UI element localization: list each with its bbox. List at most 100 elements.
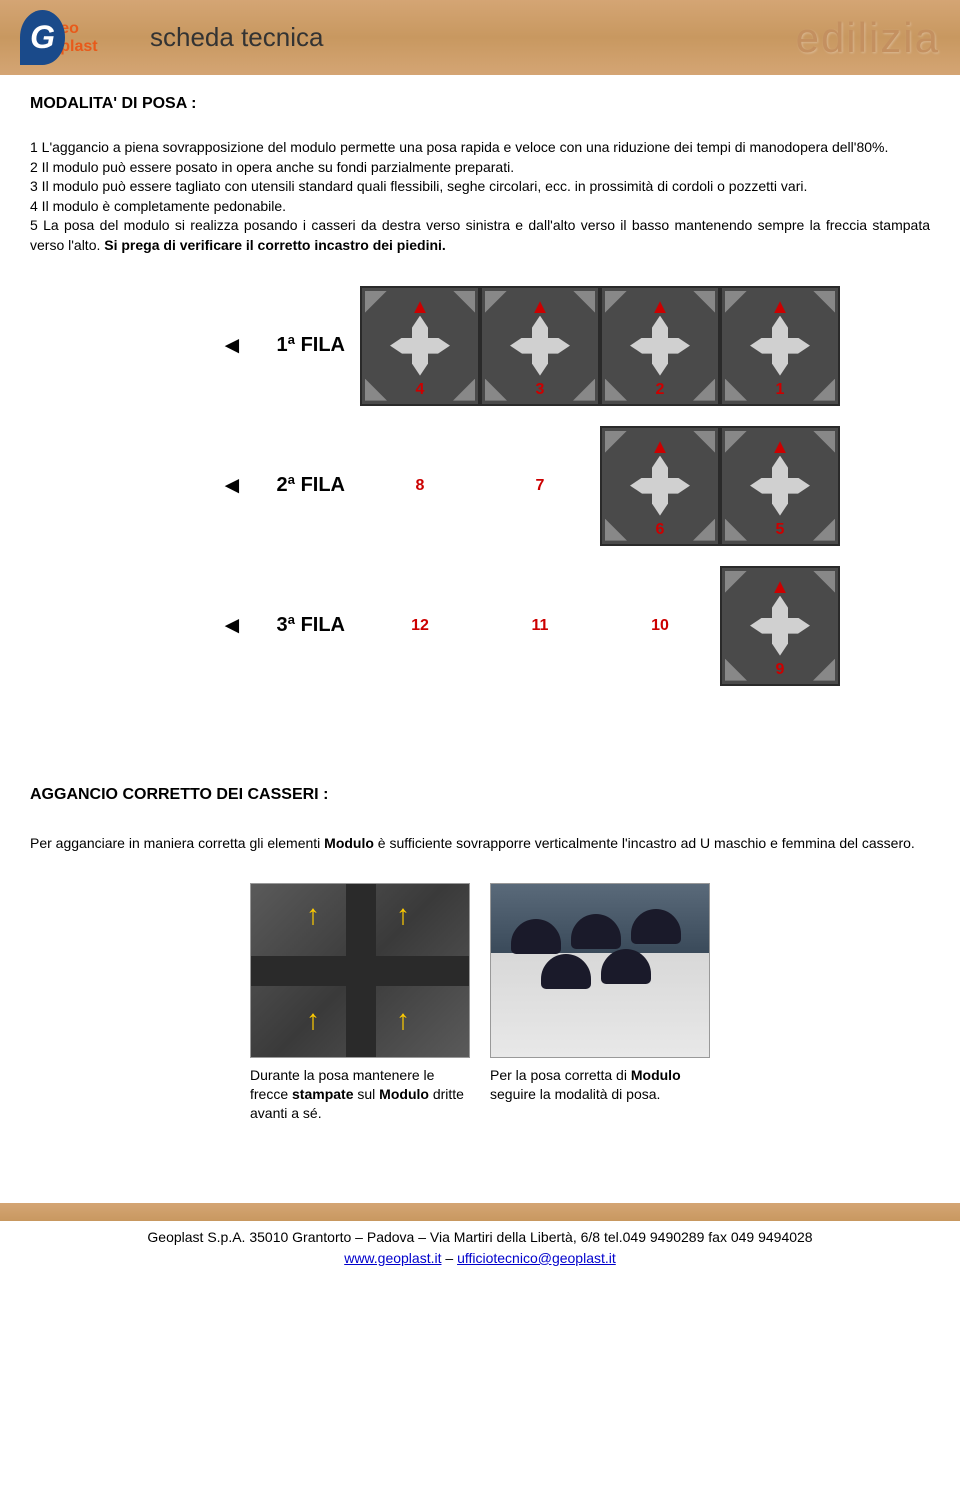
modules-wrap: ▲4▲3▲2▲1 <box>360 286 840 406</box>
module: ▲5 <box>720 426 840 546</box>
cap1-b2: Modulo <box>379 1086 429 1102</box>
module-number: 7 <box>536 477 545 495</box>
footer-link-2[interactable]: ufficiotecnico@geoplast.it <box>457 1250 616 1266</box>
cap1-b1: stampate <box>292 1086 353 1102</box>
footer-line1: Geoplast S.p.A. 35010 Grantorto – Padova… <box>147 1229 812 1245</box>
corner-triangle <box>813 571 835 593</box>
module-placeholder: 10 <box>600 566 720 686</box>
module-arrow-icon: ▲ <box>770 436 790 459</box>
intro-bold: Modulo <box>324 835 374 851</box>
corner-triangle <box>725 431 747 453</box>
yellow-arrow-icon: ↑ <box>396 1004 410 1036</box>
corner-triangle <box>813 431 835 453</box>
modules-wrap: 121110▲9 <box>360 566 840 686</box>
section2-intro: Per agganciare in maniera corretta gli e… <box>30 834 930 854</box>
diagram-row: ◄1ª FILA▲4▲3▲2▲1 <box>120 286 840 406</box>
logo-sub: eo plast <box>60 20 110 56</box>
photo2-surface <box>491 884 709 1057</box>
corner-triangle <box>693 519 715 541</box>
module: ▲9 <box>720 566 840 686</box>
module: ▲6 <box>600 426 720 546</box>
intro-post: è sufficiente sovrapporre verticalmente … <box>374 835 915 851</box>
module-number: 11 <box>532 617 549 635</box>
corner-triangle <box>813 291 835 313</box>
corner-triangle <box>605 379 627 401</box>
module-arrow-icon: ▲ <box>410 296 430 319</box>
corner-triangle <box>725 519 747 541</box>
module-placeholder: 8 <box>360 426 480 546</box>
corner-triangle <box>573 291 595 313</box>
module-number: 3 <box>536 381 545 399</box>
row-label: 3ª FILA <box>255 614 345 637</box>
corner-triangle <box>813 379 835 401</box>
module-arrow-icon: ▲ <box>650 296 670 319</box>
module-placeholder: 7 <box>480 426 600 546</box>
module-number: 12 <box>411 617 429 635</box>
corner-triangle <box>813 519 835 541</box>
dome-shape <box>601 949 651 984</box>
corner-triangle <box>605 431 627 453</box>
header-banner: G eo plast scheda tecnica edilizia <box>0 0 960 75</box>
logo: G eo plast <box>20 10 110 65</box>
module-number: 10 <box>651 617 669 635</box>
corner-triangle <box>453 379 475 401</box>
cap1-mid: sul <box>353 1086 379 1102</box>
module: ▲4 <box>360 286 480 406</box>
yellow-arrow-icon: ↑ <box>396 899 410 931</box>
corner-triangle <box>485 379 507 401</box>
photo-2 <box>490 883 710 1058</box>
module: ▲1 <box>720 286 840 406</box>
module-number: 9 <box>776 661 785 679</box>
photo1-surface: ↑ ↑ ↑ ↑ <box>251 884 469 1057</box>
corner-triangle <box>725 291 747 313</box>
module-arrow-icon: ▲ <box>770 576 790 599</box>
module-arrow-icon: ▲ <box>530 296 550 319</box>
corner-triangle <box>453 291 475 313</box>
dome-shape <box>571 914 621 949</box>
module-cross-icon <box>750 456 810 516</box>
dome-shape <box>541 954 591 989</box>
module: ▲2 <box>600 286 720 406</box>
module: ▲3 <box>480 286 600 406</box>
module-number: 5 <box>776 521 785 539</box>
caption-2: Per la posa corretta di Modulo seguire l… <box>490 1066 710 1104</box>
footer-link-1[interactable]: www.geoplast.it <box>344 1250 441 1266</box>
corner-triangle <box>485 291 507 313</box>
footer-sep: – <box>441 1250 457 1266</box>
dome-shape <box>511 919 561 954</box>
corner-triangle <box>605 519 627 541</box>
corner-triangle <box>693 291 715 313</box>
module-number: 8 <box>416 477 425 495</box>
module-number: 1 <box>776 381 785 399</box>
row-label: 2ª FILA <box>255 474 345 497</box>
diagram-row: ◄2ª FILA87▲6▲5 <box>120 426 840 546</box>
module-arrow-icon: ▲ <box>650 436 670 459</box>
header-title: scheda tecnica <box>150 22 323 53</box>
module-placeholder: 12 <box>360 566 480 686</box>
logo-circle: G <box>20 10 65 65</box>
photos-row: ↑ ↑ ↑ ↑ Durante la posa mantenere le fre… <box>30 883 930 1123</box>
header-right-word: edilizia <box>796 14 940 62</box>
footer-text: Geoplast S.p.A. 35010 Grantorto – Padova… <box>0 1221 960 1284</box>
photo-block-2: Per la posa corretta di Modulo seguire l… <box>490 883 710 1123</box>
module-cross-icon <box>390 316 450 376</box>
row-label: 1ª FILA <box>255 334 345 357</box>
corner-triangle <box>693 431 715 453</box>
section1-title: MODALITA' DI POSA : <box>30 95 930 113</box>
photo-1: ↑ ↑ ↑ ↑ <box>250 883 470 1058</box>
corner-triangle <box>693 379 715 401</box>
caption-1: Durante la posa mantenere le frecce stam… <box>250 1066 470 1123</box>
corner-triangle <box>365 291 387 313</box>
corner-triangle <box>813 659 835 681</box>
corner-triangle <box>605 291 627 313</box>
corner-triangle <box>725 571 747 593</box>
arrow-left-icon: ◄ <box>220 472 250 500</box>
section1-body: 1 L'aggancio a piena sovrapposizione del… <box>30 139 930 253</box>
arrow-left-icon: ◄ <box>220 612 250 640</box>
module-number: 6 <box>656 521 665 539</box>
section1-text: 1 L'aggancio a piena sovrapposizione del… <box>30 138 930 256</box>
content: MODALITA' DI POSA : 1 L'aggancio a piena… <box>0 75 960 1143</box>
modules-wrap: 87▲6▲5 <box>360 426 840 546</box>
module-arrow-icon: ▲ <box>770 296 790 319</box>
corner-triangle <box>365 379 387 401</box>
